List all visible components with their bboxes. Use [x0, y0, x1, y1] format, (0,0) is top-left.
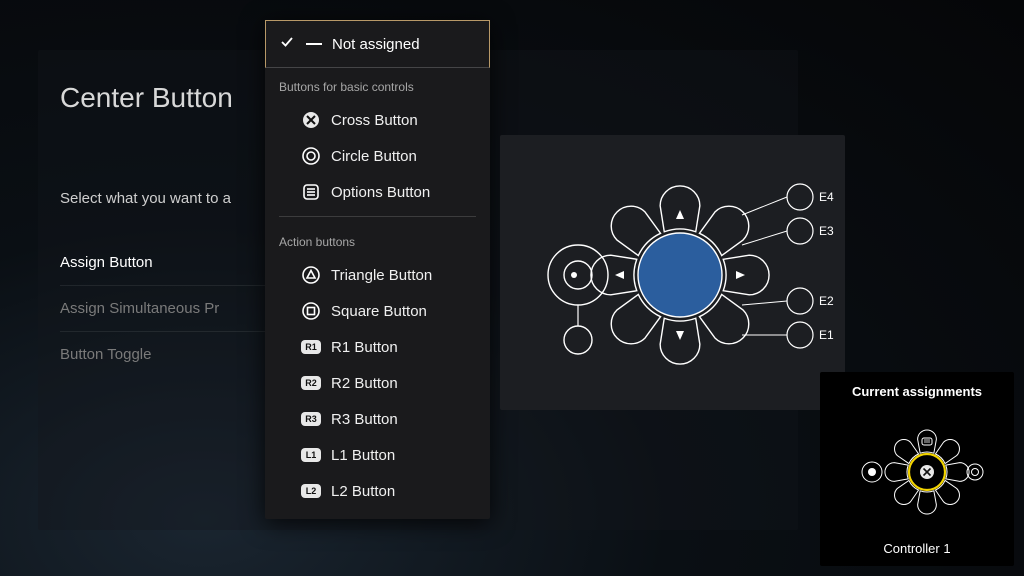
dropdown-item-square-button[interactable]: Square Button	[265, 293, 490, 329]
option-label: Assign Button	[60, 254, 153, 271]
svg-text:E3: E3	[819, 224, 834, 238]
dropdown-group-action-label: Action buttons	[265, 223, 490, 257]
dropdown-item-l1-button[interactable]: L1 L1 Button	[265, 437, 490, 473]
cross-icon	[301, 110, 321, 130]
option-button-toggle[interactable]: Button Toggle	[60, 332, 270, 377]
r1-icon: R1	[301, 337, 321, 357]
dropdown-item-label: Square Button	[331, 303, 427, 320]
svg-text:E1: E1	[819, 328, 834, 342]
current-assignments-panel: Current assignments Controller 1	[820, 372, 1014, 566]
svg-text:E4: E4	[819, 190, 834, 204]
minus-icon	[306, 43, 322, 45]
r3-icon: R3	[301, 409, 321, 429]
square-icon	[301, 301, 321, 321]
dropdown-selected-label: Not assigned	[332, 36, 420, 53]
dropdown-item-r2-button[interactable]: R2 R2 Button	[265, 365, 490, 401]
triangle-icon	[301, 265, 321, 285]
assignments-title: Current assignments	[828, 384, 1006, 399]
check-icon	[280, 35, 296, 53]
dropdown-selected-not-assigned[interactable]: Not assigned	[265, 20, 490, 68]
dropdown-item-label: Triangle Button	[331, 267, 432, 284]
dropdown-item-options-button[interactable]: Options Button	[265, 174, 490, 210]
dropdown-item-label: R3 Button	[331, 411, 398, 428]
dropdown-divider	[279, 216, 476, 217]
dropdown-item-circle-button[interactable]: Circle Button	[265, 138, 490, 174]
dropdown-group-basic-label: Buttons for basic controls	[265, 68, 490, 102]
l1-icon: L1	[301, 445, 321, 465]
option-assign-simultaneous[interactable]: Assign Simultaneous Pr	[60, 286, 270, 332]
dropdown-item-label: Circle Button	[331, 148, 417, 165]
options-icon	[301, 182, 321, 202]
assignments-diagram	[837, 407, 997, 537]
l2-icon: L2	[301, 481, 321, 501]
page-subtitle: Select what you want to a	[60, 190, 231, 207]
option-assign-button[interactable]: Assign Button	[60, 240, 270, 286]
dropdown-item-triangle-button[interactable]: Triangle Button	[265, 257, 490, 293]
dropdown-item-label: R2 Button	[331, 375, 398, 392]
option-label: Button Toggle	[60, 346, 151, 363]
dropdown-item-r3-button[interactable]: R3 R3 Button	[265, 401, 490, 437]
svg-text:E2: E2	[819, 294, 834, 308]
dropdown-item-r1-button[interactable]: R1 R1 Button	[265, 329, 490, 365]
controller-diagram: E4 E3 E2 E1	[500, 135, 845, 410]
page-title: Center Button	[60, 82, 233, 114]
option-label: Assign Simultaneous Pr	[60, 300, 219, 317]
r2-icon: R2	[301, 373, 321, 393]
circle-icon	[301, 146, 321, 166]
dropdown-item-l2-button[interactable]: L2 L2 Button	[265, 473, 490, 509]
dropdown-item-cross-button[interactable]: Cross Button	[265, 102, 490, 138]
dropdown-item-label: Cross Button	[331, 112, 418, 129]
left-options-list: Assign Button Assign Simultaneous Pr But…	[60, 240, 270, 377]
dropdown-item-label: L1 Button	[331, 447, 395, 464]
assignments-controller-label: Controller 1	[820, 541, 1014, 556]
dropdown-item-label: R1 Button	[331, 339, 398, 356]
dropdown-item-label: L2 Button	[331, 483, 395, 500]
assign-dropdown: Not assigned Buttons for basic controls …	[265, 20, 490, 519]
dropdown-item-label: Options Button	[331, 184, 430, 201]
